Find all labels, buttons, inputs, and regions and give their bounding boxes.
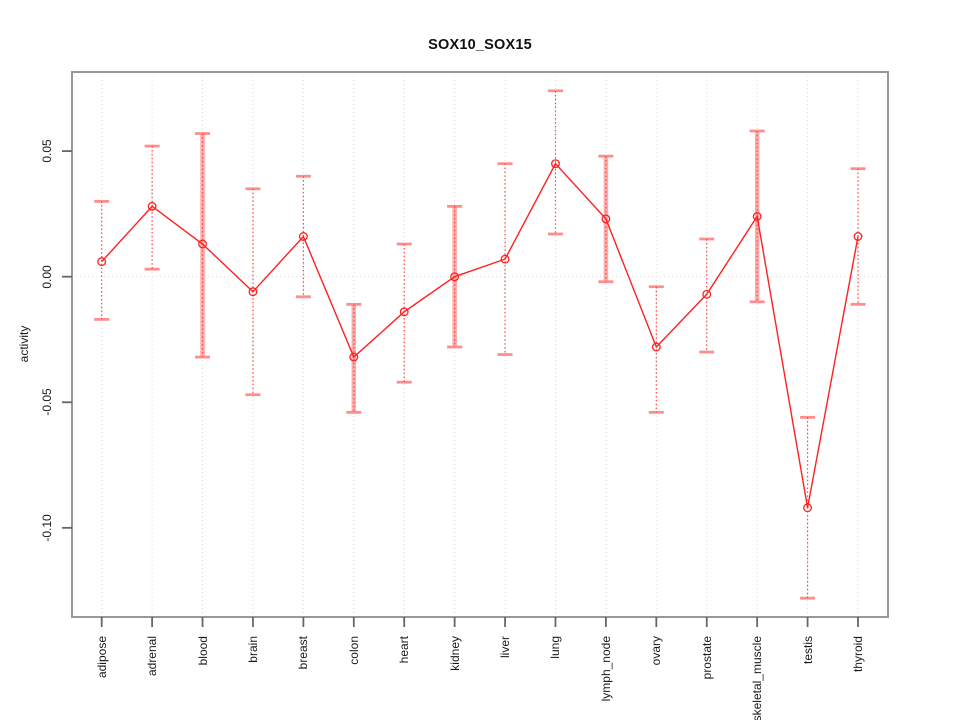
data-point xyxy=(853,232,863,241)
x-tick-label: skeletal_muscle xyxy=(750,636,765,720)
data-point xyxy=(500,254,510,264)
data-point xyxy=(803,503,813,513)
chart-title: SOX10_SOX15 xyxy=(428,37,532,53)
x-tick-label: prostate xyxy=(699,636,714,680)
x-tick-label: thyroid xyxy=(851,636,865,673)
x-tick-label: adipose xyxy=(94,636,109,679)
data-point xyxy=(399,307,409,317)
y-tick-label: 0.05 xyxy=(40,139,54,163)
x-tick-label: liver xyxy=(498,636,513,659)
x-tick-label: ovary xyxy=(649,636,664,666)
data-point xyxy=(601,214,611,224)
x-tick-label: heart xyxy=(397,636,412,664)
data-point xyxy=(248,287,258,297)
data-point xyxy=(198,239,207,249)
data-point xyxy=(702,289,712,299)
x-tick-label: testis xyxy=(800,636,815,665)
plot-box xyxy=(71,71,889,618)
y-tick-label: -0.10 xyxy=(40,514,54,542)
data-point xyxy=(97,257,107,267)
x-tick-label: brain xyxy=(245,636,260,663)
x-tick-label: colon xyxy=(346,636,361,665)
y-tick-label: -0.05 xyxy=(40,388,54,416)
x-tick-label: lymph_node xyxy=(598,636,613,702)
x-tick-label: kidney xyxy=(447,636,462,671)
x-tick-label: lung xyxy=(548,636,563,659)
data-point xyxy=(551,159,560,169)
x-tick-label: breast xyxy=(296,636,311,670)
data-point xyxy=(651,342,661,352)
data-point xyxy=(147,201,157,211)
data-point xyxy=(450,272,460,282)
data-line xyxy=(101,162,859,508)
x-tick-label: adrenal xyxy=(145,636,160,677)
x-tick-label: blood xyxy=(195,636,210,666)
data-point xyxy=(298,232,308,241)
data-point xyxy=(349,352,359,362)
y-tick-label: 0.00 xyxy=(40,265,54,289)
data-point xyxy=(752,211,762,221)
